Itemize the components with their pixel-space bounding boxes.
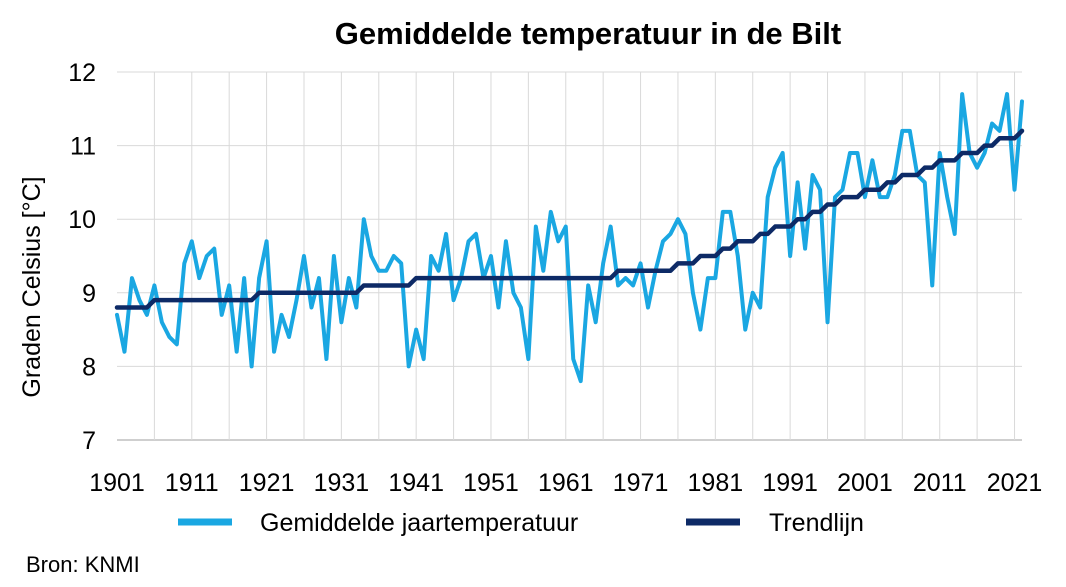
series-layer [114,92,1025,384]
y-tick-label: 8 [82,353,96,381]
x-tick-label: 1991 [762,469,818,497]
series-line-yearly-average [115,92,1024,384]
x-tick-label: 1911 [165,469,219,497]
x-tick-label: 2011 [913,469,967,497]
x-tick-label: 1981 [688,469,744,497]
chart-title: Gemiddelde temperatuur in de Bilt [335,16,841,51]
legend-label-trend: Trendlijn [769,509,864,537]
y-tick-label: 7 [82,427,96,455]
x-tick-label: 1971 [613,469,669,497]
x-tick-label: 1931 [314,469,370,497]
y-axis-label: Graden Celsius [°C] [18,176,46,397]
y-tick-label: 9 [82,280,96,308]
y-tick-label: 10 [68,206,96,234]
y-tick-label: 11 [70,133,96,161]
x-tick-label: 1951 [463,469,519,497]
x-tick-label: 1901 [89,469,145,497]
y-tick-label: 12 [68,59,96,87]
x-tick-label: 2001 [837,469,893,497]
x-axis-ticks: 1901 1911 1921 1931 1941 1951 1961 1971 1981 1991… [89,469,1042,497]
x-tick-label: 1961 [538,469,594,497]
x-tick-label: 1921 [239,469,295,497]
x-tick-label: 2021 [987,469,1043,497]
legend-label-yearly: Gemiddelde jaartemperatuur [260,509,578,537]
y-axis-ticks: 7 8 9 10 11 12 [68,59,96,455]
series-line-trend [114,128,1025,310]
grid-lines [117,71,1022,441]
legend: Gemiddelde jaartemperatuur Trendlijn [178,509,864,537]
x-tick-label: 1941 [388,469,444,497]
source-note: Bron: KNMI [26,552,140,577]
